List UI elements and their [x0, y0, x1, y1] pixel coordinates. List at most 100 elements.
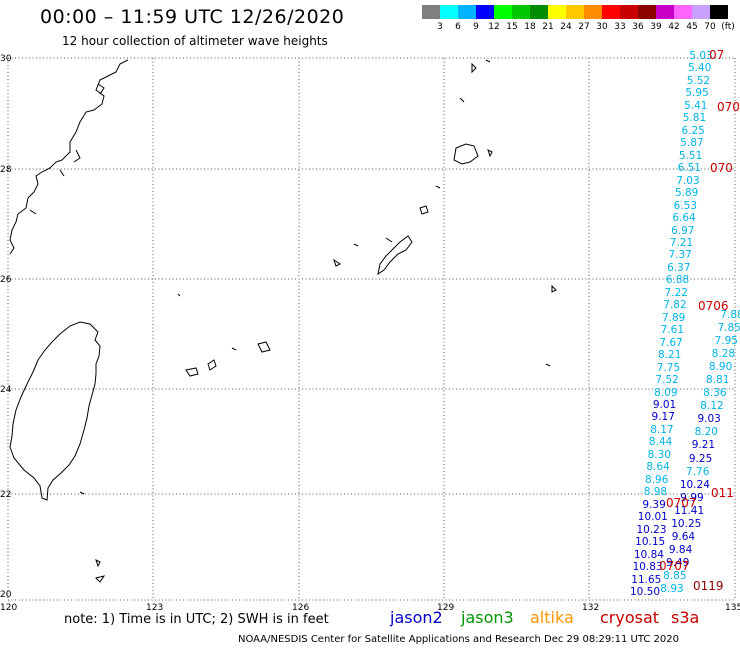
wave-height-label: 8.44	[648, 436, 673, 449]
color-scale-label: 27	[578, 22, 590, 32]
wave-height-label: 8.09	[654, 386, 678, 399]
color-swatch	[656, 5, 674, 19]
cryosat-track-label: 0706	[698, 299, 729, 313]
wave-height-label: 5.41	[684, 99, 708, 112]
cryosat-track-label: 070	[710, 161, 733, 175]
color-swatch	[494, 5, 512, 19]
taiwan-coastline	[9, 321, 101, 501]
wave-height-label: 6.37	[667, 261, 691, 274]
wave-height-label: 9.01	[652, 399, 677, 412]
wave-height-label: 5.51	[678, 149, 703, 162]
color-scale-bar	[422, 5, 728, 19]
color-scale-label: 36	[632, 22, 644, 32]
wave-height-label: 8.36	[703, 387, 727, 400]
lat-label-20: 20	[0, 590, 12, 600]
wave-height-label: 9.99	[680, 491, 704, 504]
wave-height-label: 7.22	[664, 286, 688, 299]
lat-label-30: 30	[0, 54, 12, 64]
color-swatch	[530, 5, 548, 19]
wave-height-label: 7.61	[660, 324, 685, 337]
lon-label-120: 120	[0, 603, 18, 613]
lat-label-28: 28	[0, 165, 12, 175]
wave-height-label: 10.24	[679, 478, 710, 491]
wave-height-label: 9.03	[697, 413, 721, 426]
title: 00:00 – 11:59 UTC 12/26/2020	[40, 6, 345, 28]
wave-height-label: 8.96	[645, 473, 669, 486]
lon-label-126: 126	[292, 603, 310, 613]
wave-height-label: 8.81	[706, 374, 730, 387]
wave-height-label: 8.20	[694, 426, 718, 439]
color-swatch	[440, 5, 458, 19]
wave-height-label: 7.76	[686, 465, 710, 478]
wave-height-label: 7.75	[656, 361, 681, 374]
wave-height-label: 7.37	[668, 249, 692, 262]
color-scale-label: 6	[455, 22, 461, 32]
cryosat-track-label: 0707	[659, 559, 690, 573]
coastlines	[9, 59, 557, 583]
wave-height-label: 9.84	[668, 543, 693, 556]
okinawa-coastline	[377, 235, 413, 276]
color-scale-label: 39	[650, 22, 662, 32]
color-scale-label: 70	[704, 22, 716, 32]
wave-height-label: 7.88	[720, 309, 740, 321]
color-swatch	[566, 5, 584, 19]
cryosat-track-label: 011	[711, 486, 734, 500]
lat-label-24: 24	[0, 385, 12, 395]
wave-height-label: 6.97	[671, 224, 695, 237]
color-swatch	[620, 5, 638, 19]
lat-label-26: 26	[0, 275, 12, 285]
credit-footer: NOAA/NESDIS Center for Satellite Applica…	[238, 634, 680, 645]
wave-height-label: 5.89	[674, 187, 699, 200]
wave-height-label: 9.64	[671, 530, 696, 543]
color-scale-label: 12	[488, 22, 500, 32]
color-scale-label: 15	[506, 22, 518, 32]
wave-height-label: 7.03	[676, 174, 700, 187]
color-swatch	[548, 5, 566, 19]
legend-cryosat: cryosat	[600, 608, 660, 627]
wave-height-label: 8.93	[660, 583, 684, 595]
lon-label-135: 135	[725, 603, 740, 613]
wave-height-label: 10.83	[632, 561, 663, 574]
color-swatch	[602, 5, 620, 19]
color-scale-label: 33	[614, 22, 626, 32]
wave-height-label: 5.87	[680, 137, 704, 150]
color-scale-label: 45	[686, 22, 698, 32]
legend-jason3: jason3	[461, 608, 514, 627]
legend-jason2: jason2	[390, 608, 443, 627]
cryosat-track-label: 070	[717, 100, 740, 114]
color-scale-label: 42	[668, 22, 680, 32]
color-swatch	[674, 5, 692, 19]
wave-height-label: 8.17	[650, 423, 674, 436]
wave-height-label: 5.95	[685, 87, 709, 100]
cryosat-track-label: 0119	[693, 579, 724, 593]
color-swatch	[512, 5, 530, 19]
subtitle: 12 hour collection of altimeter wave hei…	[62, 34, 328, 48]
color-scale-label: 3	[437, 22, 443, 32]
color-swatch	[458, 5, 476, 19]
wave-height-label: 8.98	[643, 486, 668, 499]
lat-label-22: 22	[0, 490, 12, 500]
wave-height-label: 10.23	[636, 523, 667, 536]
wave-height-label: 5.03	[689, 50, 713, 62]
color-swatch	[638, 5, 656, 19]
wave-height-label: 9.39	[642, 498, 666, 511]
wave-height-label: 6.51	[677, 162, 701, 175]
wave-height-label: 8.64	[646, 461, 670, 474]
wave-height-label: 9.21	[691, 439, 716, 452]
wave-height-label: 8.21	[658, 349, 682, 362]
wave-height-label: 6.25	[681, 124, 705, 137]
wave-height-label: 7.67	[659, 336, 683, 349]
lon-label-132: 132	[582, 603, 600, 613]
gridlines	[7, 57, 736, 601]
wave-height-label: 11.41	[674, 504, 705, 517]
wave-height-label: 7.52	[655, 374, 679, 387]
color-swatch	[422, 5, 440, 19]
wave-height-label: 10.15	[635, 536, 666, 549]
wave-height-label: 9.25	[688, 452, 713, 465]
wave-height-label: 11.65	[631, 573, 662, 586]
wave-height-label: 5.40	[687, 62, 712, 75]
wave-height-label: 8.12	[700, 400, 724, 413]
color-scale-label: 30	[596, 22, 608, 32]
color-swatch	[710, 5, 728, 19]
